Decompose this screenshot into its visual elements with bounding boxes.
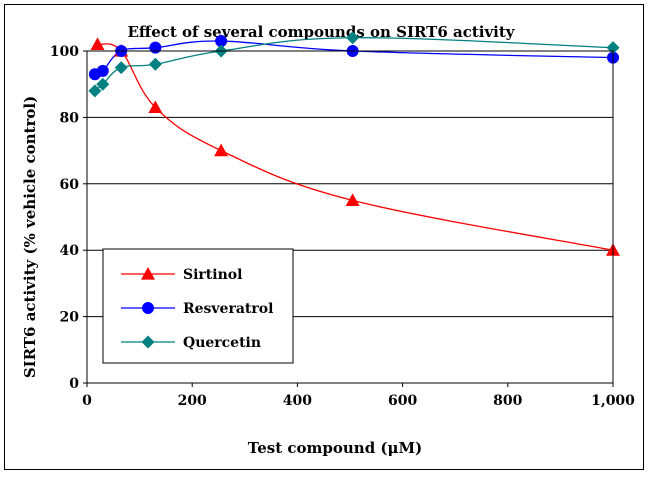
sirtinol-point — [148, 100, 163, 114]
y-axis-label: SIRT6 activity (% vehicle control) — [21, 96, 39, 378]
chart: Effect of several compounds on SIRT6 act… — [21, 23, 635, 457]
x-tick-label: 0 — [82, 393, 92, 409]
series-lines — [94, 37, 614, 251]
x-tick-label: 800 — [493, 393, 522, 409]
resveratrol-point — [96, 64, 109, 77]
chart-frame: Effect of several compounds on SIRT6 act… — [4, 4, 644, 470]
sirtinol-point — [90, 37, 105, 50]
x-tick-label: 1,000 — [591, 393, 635, 409]
quercetin-point — [114, 61, 128, 75]
legend-sirtinol-marker — [141, 267, 155, 280]
plot-border — [86, 50, 614, 384]
x-tick-label: 200 — [178, 393, 207, 409]
x-axis-label: Test compound (μM) — [248, 439, 422, 457]
legend-quercetin-marker — [141, 335, 155, 349]
x-tick-label: 600 — [388, 393, 417, 409]
quercetin-point — [148, 57, 162, 71]
resveratrol-point — [149, 41, 162, 54]
legend-resveratrol-marker — [142, 302, 154, 314]
x-tick-label: 400 — [283, 393, 312, 409]
y-axis-ticks: 0 20 40 60 80 100 — [50, 44, 87, 392]
series-markers — [88, 31, 620, 256]
sirtinol-point — [345, 193, 360, 206]
quercetin-point — [346, 31, 360, 45]
quercetin-point — [96, 77, 110, 91]
quercetin-point — [88, 84, 102, 98]
y-tick-label: 100 — [50, 44, 79, 60]
legend-quercetin-label: Quercetin — [183, 335, 261, 351]
legend-sirtinol-label: Sirtinol — [183, 267, 242, 283]
y-tick-label: 80 — [60, 110, 80, 126]
plot-area — [86, 31, 620, 384]
sirtinol-line — [97, 43, 614, 251]
y-tick-label: 0 — [69, 376, 79, 392]
sirtinol-point — [214, 143, 229, 157]
legend: Sirtinol Resveratrol Quercetin — [102, 248, 294, 364]
y-tick-label: 40 — [60, 243, 80, 259]
x-axis-ticks: 0 200 400 600 800 1,000 — [82, 383, 635, 409]
legend-resveratrol-label: Resveratrol — [183, 301, 273, 317]
legend-box — [102, 248, 294, 364]
y-tick-label: 60 — [60, 177, 80, 193]
resveratrol-point — [215, 35, 228, 48]
y-tick-label: 20 — [60, 310, 80, 326]
